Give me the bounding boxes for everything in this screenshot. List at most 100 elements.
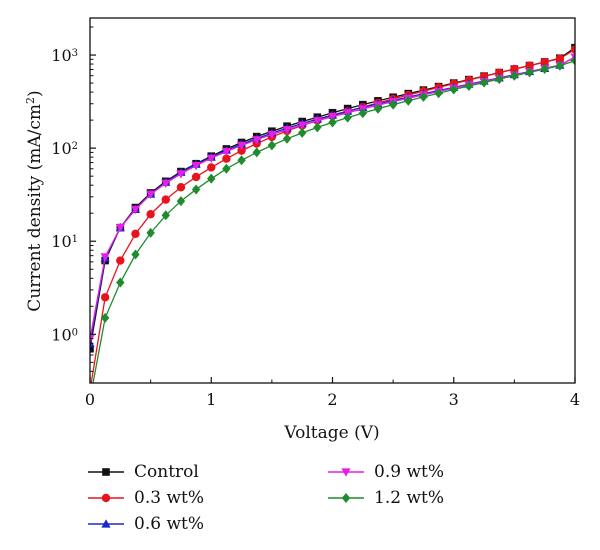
series-line bbox=[90, 48, 575, 383]
series-4 bbox=[90, 53, 575, 344]
series-5 bbox=[92, 55, 575, 383]
data-point bbox=[570, 55, 575, 66]
data-point bbox=[236, 141, 247, 151]
y-axis-label-superscript: 2 bbox=[24, 97, 37, 104]
data-point bbox=[313, 122, 322, 133]
data-point bbox=[115, 224, 125, 233]
legend-item: 0.9 wt% bbox=[328, 462, 444, 482]
legend-swatch bbox=[328, 493, 364, 503]
data-point bbox=[555, 60, 565, 71]
legend-label: Control bbox=[134, 462, 199, 482]
legend-label: 0.3 wt% bbox=[134, 488, 204, 508]
data-point bbox=[570, 45, 575, 54]
data-point bbox=[510, 70, 519, 81]
data-point bbox=[161, 210, 170, 221]
data-point bbox=[464, 81, 474, 92]
legend-swatch bbox=[88, 493, 124, 503]
data-point bbox=[146, 190, 156, 200]
data-point bbox=[328, 117, 337, 128]
y-axis-label-main: Current density (mA/cm bbox=[25, 104, 45, 312]
data-point bbox=[449, 84, 458, 95]
legend-item: 1.2 wt% bbox=[328, 488, 444, 508]
data-point bbox=[222, 163, 231, 174]
legend-marker bbox=[341, 468, 351, 477]
x-axis: 0 1 2 3 4 bbox=[85, 377, 580, 409]
data-point bbox=[525, 67, 534, 78]
x-tick-label: 1 bbox=[206, 390, 216, 409]
legend-item: 0.3 wt% bbox=[88, 488, 204, 508]
y-tick-label: 102 bbox=[51, 139, 78, 158]
y-axis-label-close: ) bbox=[25, 90, 45, 97]
data-point bbox=[146, 210, 155, 219]
y-axis-label: Current density (mA/cm2) bbox=[24, 90, 46, 311]
data-point bbox=[176, 170, 186, 179]
data-point bbox=[479, 77, 489, 88]
data-point bbox=[206, 154, 216, 163]
data-point bbox=[161, 195, 170, 204]
legend-marker bbox=[101, 519, 111, 528]
data-point bbox=[555, 54, 565, 63]
data-point bbox=[222, 154, 231, 163]
x-axis-label: Voltage (V) bbox=[283, 423, 379, 443]
data-point bbox=[267, 140, 277, 151]
data-point bbox=[207, 173, 216, 184]
data-point bbox=[100, 253, 110, 262]
data-point bbox=[525, 61, 534, 70]
y-tick-label: 103 bbox=[51, 46, 78, 65]
data-point bbox=[237, 155, 246, 166]
data-point bbox=[237, 146, 246, 155]
x-tick-label: 0 bbox=[85, 390, 95, 409]
data-point bbox=[419, 91, 428, 102]
data-point bbox=[495, 68, 504, 77]
data-point bbox=[207, 163, 216, 172]
x-tick-label: 4 bbox=[570, 390, 580, 409]
data-point bbox=[404, 95, 413, 106]
data-point bbox=[358, 108, 368, 119]
legend: Control 0.3 wt% 0.6 wt% 0.9 wt% 1.2 wt% bbox=[88, 462, 508, 542]
data-point bbox=[570, 53, 575, 62]
x-tick-label: 2 bbox=[327, 390, 337, 409]
data-point bbox=[191, 161, 201, 171]
data-point bbox=[282, 133, 292, 144]
legend-label: 1.2 wt% bbox=[374, 488, 444, 508]
data-point bbox=[131, 249, 140, 260]
data-point bbox=[116, 256, 125, 265]
data-point bbox=[510, 64, 519, 74]
data-point bbox=[130, 205, 141, 215]
legend-marker bbox=[102, 468, 110, 476]
data-point bbox=[297, 121, 307, 130]
plot-layer bbox=[90, 43, 575, 383]
legend-item: 0.6 wt% bbox=[88, 514, 204, 534]
data-point bbox=[434, 88, 443, 99]
data-point bbox=[252, 136, 262, 145]
data-point bbox=[176, 196, 186, 207]
data-point bbox=[327, 113, 338, 122]
y-tick-label: 100 bbox=[51, 325, 78, 344]
series-3 bbox=[90, 52, 575, 347]
data-point bbox=[252, 147, 261, 158]
data-point bbox=[131, 229, 140, 239]
legend-swatch bbox=[328, 468, 364, 477]
legend-marker bbox=[101, 493, 111, 503]
legend-swatch bbox=[88, 468, 124, 476]
legend-item: Control bbox=[88, 462, 199, 482]
data-point bbox=[90, 334, 95, 344]
data-point bbox=[221, 147, 232, 157]
data-point bbox=[540, 57, 549, 67]
legend-marker bbox=[341, 493, 351, 503]
data-point bbox=[267, 130, 277, 140]
y-tick-label: 101 bbox=[51, 232, 78, 251]
data-point bbox=[146, 227, 155, 238]
data-point bbox=[116, 277, 125, 288]
data-point bbox=[191, 184, 201, 195]
data-point bbox=[161, 179, 171, 189]
data-point bbox=[100, 293, 110, 302]
y-axis: 100 101 102 103 bbox=[51, 26, 96, 384]
data-point bbox=[373, 103, 383, 114]
data-point bbox=[297, 127, 307, 138]
data-point bbox=[176, 183, 186, 192]
legend-swatch bbox=[88, 519, 124, 528]
legend-label: 0.9 wt% bbox=[374, 462, 444, 482]
data-point bbox=[495, 74, 504, 85]
